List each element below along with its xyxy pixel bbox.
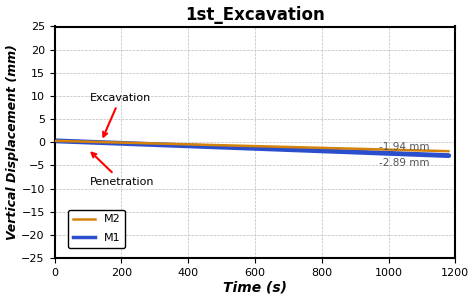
Text: Penetration: Penetration <box>90 153 154 187</box>
Y-axis label: Vertical Displacement (mm): Vertical Displacement (mm) <box>6 44 19 240</box>
Legend: M2, M1: M2, M1 <box>68 210 125 248</box>
X-axis label: Time (s): Time (s) <box>223 280 287 294</box>
Text: -1.94 mm: -1.94 mm <box>379 142 429 152</box>
Title: 1st_Excavation: 1st_Excavation <box>185 6 325 24</box>
Text: -2.89 mm: -2.89 mm <box>379 158 429 168</box>
Text: Excavation: Excavation <box>90 93 151 136</box>
